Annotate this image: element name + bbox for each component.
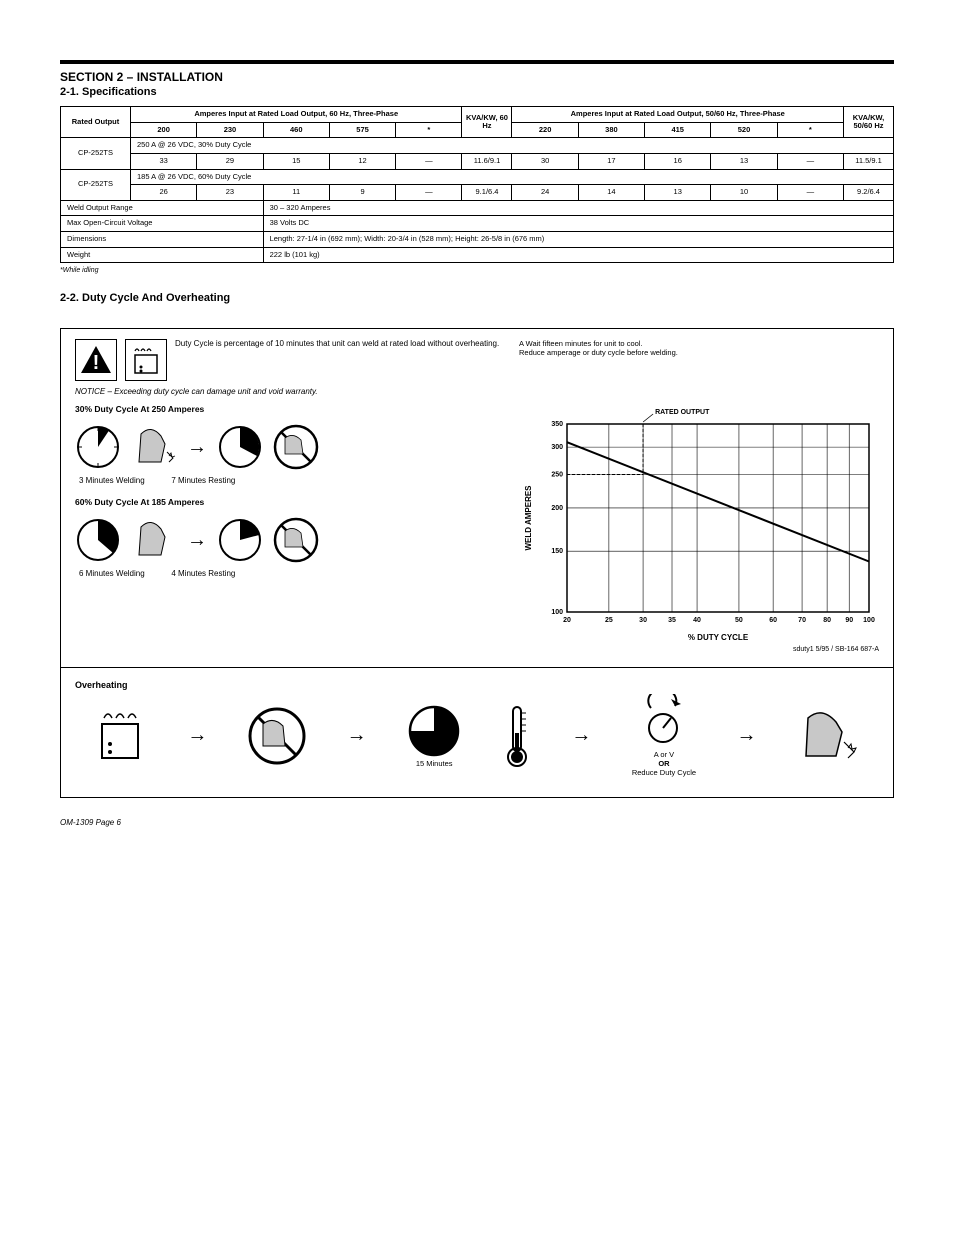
example-row-1: → — [75, 424, 495, 470]
arrow-icon: → — [347, 724, 367, 747]
no-weld-icon — [247, 706, 307, 766]
svg-text:!: ! — [93, 352, 100, 374]
svg-text:350: 350 — [551, 421, 563, 428]
thermometer-icon — [502, 703, 532, 769]
svg-text:100: 100 — [551, 609, 563, 616]
hot-unit-icon — [92, 708, 148, 764]
svg-text:80: 80 — [823, 617, 831, 624]
no-weld-icon — [273, 424, 319, 470]
note-a: A Wait fifteen minutes for unit to cool. — [519, 339, 879, 348]
clock-6min-icon — [75, 517, 121, 563]
footer-left: OM-1309 Page 6 — [60, 818, 121, 827]
arrow-icon: → — [187, 436, 207, 459]
spec-table: Rated Output Amperes Input at Rated Load… — [60, 106, 894, 263]
clock-15-icon — [406, 703, 462, 759]
section-title: 2-1. Specifications — [60, 86, 894, 98]
duty-panel: ! Duty Cycle is percentage of 10 minutes… — [60, 328, 894, 798]
th-kva-kw-5060: KVA/KW, 50/60 Hz — [844, 107, 894, 138]
clock-3min-icon — [75, 424, 121, 470]
svg-text:250: 250 — [551, 472, 563, 479]
ex2-title: 60% Duty Cycle At 185 Amperes — [75, 497, 495, 507]
svg-text:200: 200 — [551, 505, 563, 512]
svg-text:RATED OUTPUT: RATED OUTPUT — [655, 409, 710, 416]
svg-text:100: 100 — [863, 617, 875, 624]
arrow-icon: → — [187, 724, 207, 747]
section-number: SECTION 2 – INSTALLATION — [60, 70, 894, 84]
arrow-icon: → — [571, 724, 591, 747]
welder-icon — [131, 424, 177, 470]
warning-triangle-icon: ! — [75, 339, 117, 381]
model-2: CP-252TS — [61, 169, 131, 200]
svg-text:150: 150 — [551, 548, 563, 555]
th-input-60: Amperes Input at Rated Load Output, 60 H… — [131, 107, 462, 123]
warning-text: Duty Cycle is percentage of 10 minutes t… — [175, 339, 511, 349]
duty-cycle-chart: 20 25 30 35 40 50 60 70 80 90 100 100 150 200 250 300 35… — [519, 404, 879, 644]
svg-text:40: 40 — [693, 617, 701, 624]
duty-title: 2-2. Duty Cycle And Overheating — [60, 292, 894, 304]
chart-caption: sduty1 5/95 / SB-164 687-A — [519, 646, 879, 653]
reduce-knob-icon — [631, 694, 697, 750]
clock-7min-icon — [217, 424, 263, 470]
arrow-icon: → — [187, 529, 207, 552]
svg-text:300: 300 — [551, 444, 563, 451]
th-kva-kw-60: KVA/KW, 60 Hz — [462, 107, 512, 138]
example-row-2: → — [75, 517, 495, 563]
notice: NOTICE – Exceeding duty cycle can damage… — [75, 387, 879, 396]
svg-text:90: 90 — [845, 617, 853, 624]
note-b: Reduce amperage or duty cycle before wel… — [519, 348, 879, 357]
svg-text:25: 25 — [605, 617, 613, 624]
svg-text:50: 50 — [735, 617, 743, 624]
svg-text:30: 30 — [639, 617, 647, 624]
no-weld-icon — [273, 517, 319, 563]
clock-4min-icon — [217, 517, 263, 563]
svg-text:70: 70 — [798, 617, 806, 624]
svg-text:% DUTY CYCLE: % DUTY CYCLE — [688, 633, 749, 642]
svg-text:35: 35 — [668, 617, 676, 624]
svg-text:60: 60 — [769, 617, 777, 624]
table-footnote: *While idling — [60, 267, 894, 274]
welder-icon — [796, 706, 862, 766]
th-input-5060: Amperes Input at Rated Load Output, 50/6… — [512, 107, 844, 123]
overheat-row: → → 15 Minutes → A or V OR Reduce Duty C… — [75, 694, 879, 777]
model-1: CP-252TS — [61, 138, 131, 169]
arrow-icon: → — [737, 724, 757, 747]
svg-text:20: 20 — [563, 617, 571, 624]
th-rated-output: Rated Output — [61, 107, 131, 138]
svg-text:WELD AMPERES: WELD AMPERES — [524, 485, 533, 551]
overheat-heading: Overheating — [75, 680, 879, 690]
ex1-title: 30% Duty Cycle At 250 Amperes — [75, 404, 495, 414]
hot-unit-icon — [125, 339, 167, 381]
welder-icon — [131, 517, 177, 563]
